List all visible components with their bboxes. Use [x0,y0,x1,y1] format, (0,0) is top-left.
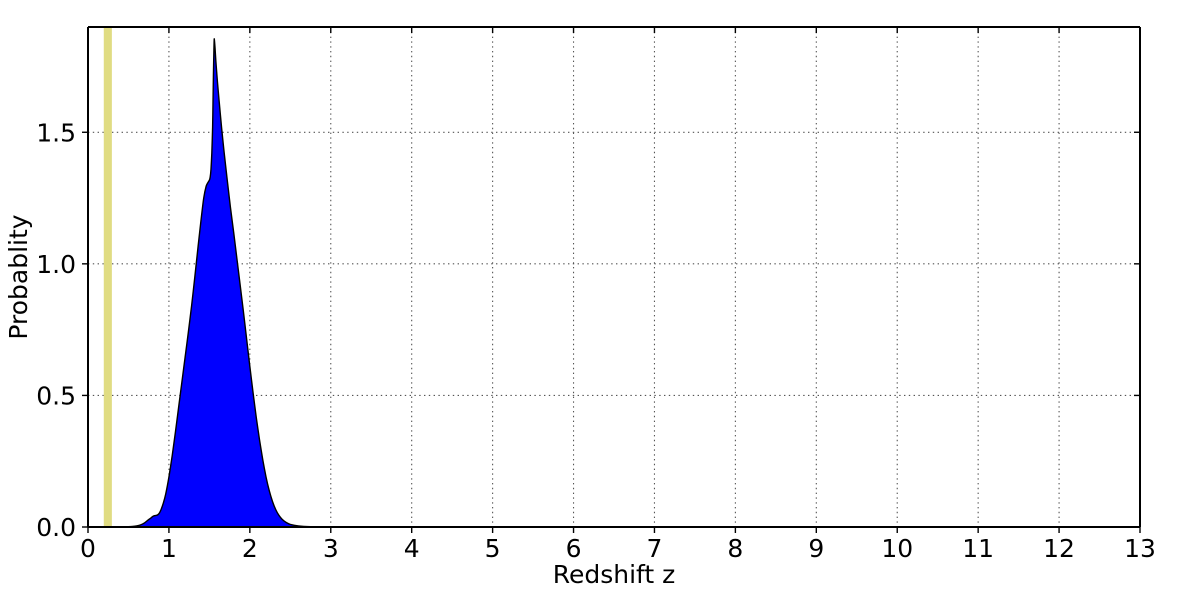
x-tick-label: 3 [323,534,339,563]
x-tick-label: 6 [566,534,582,563]
x-tick-label: 4 [404,534,420,563]
x-tick-label: 10 [881,534,913,563]
y-tick-label: 0.0 [36,513,76,542]
x-tick-label: 1 [161,534,177,563]
x-tick-label: 2 [242,534,258,563]
x-tick-label: 5 [485,534,501,563]
pdf-area-fill [88,38,1140,528]
axes-spines-group [87,26,1141,528]
gridlines-group [88,27,1140,527]
y-tick-label: 1.0 [36,250,76,279]
x-axis-title: Redshift z [553,560,676,589]
x-tick-label: 11 [962,534,994,563]
x-tick-label: 8 [727,534,743,563]
plot-area-background [88,27,1140,527]
x-axis-tick-labels: 0 1 2 3 4 5 6 7 8 9 10 11 12 13 [80,534,1156,563]
tick-marks-group [82,27,1141,533]
y-tick-label: 1.5 [36,118,76,147]
data-series-group [88,38,1140,528]
pdf-outline [88,38,1140,528]
y-axis-title: Probablity [4,214,33,339]
y-axis-tick-labels: 0.0 0.5 1.0 1.5 [36,118,76,542]
x-tick-label: 12 [1043,534,1075,563]
x-tick-label: 13 [1124,534,1156,563]
x-tick-label: 7 [647,534,663,563]
annotation-vspan-group [103,28,112,527]
spectroscopic-redshift-band [103,28,112,527]
plot-background-group [88,27,1140,527]
y-tick-label: 0.5 [36,381,76,410]
x-tick-label: 9 [808,534,824,563]
x-tick-label: 0 [80,534,96,563]
